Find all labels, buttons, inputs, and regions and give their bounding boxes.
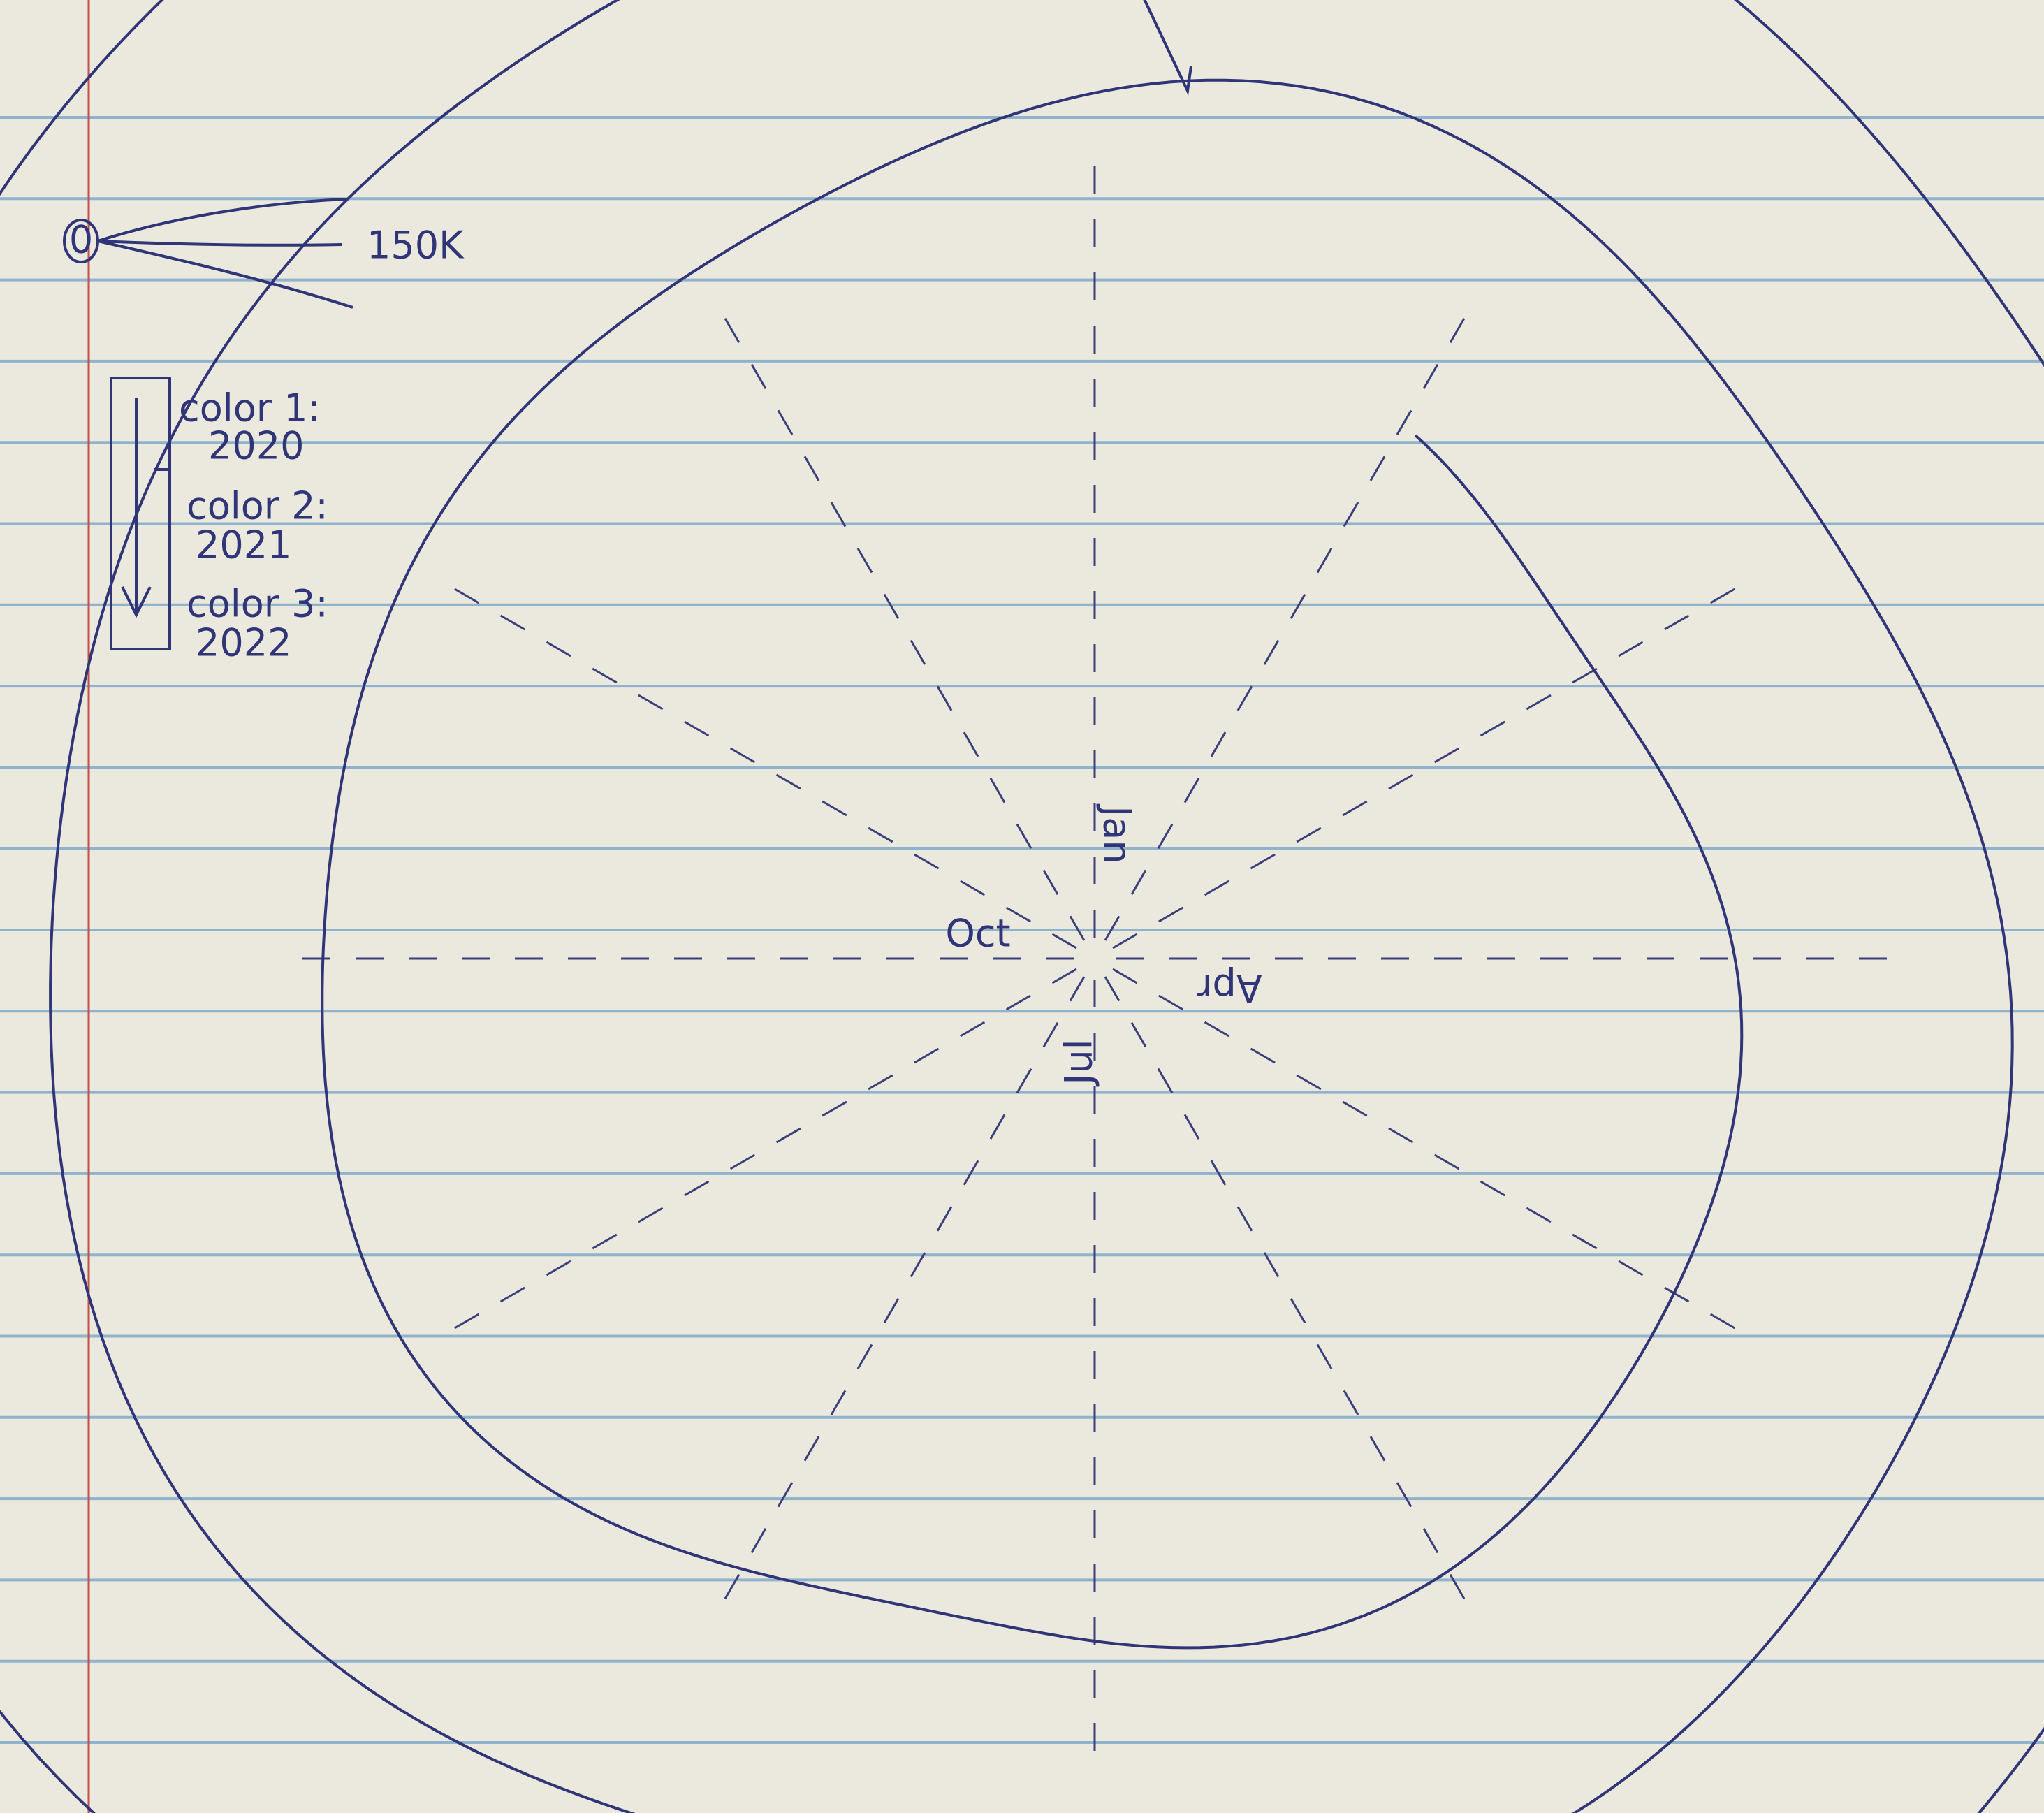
scale-fan [97, 198, 353, 309]
legend-year: 2020 [208, 424, 304, 468]
month-spokes [284, 148, 1905, 1769]
month-label: Apr [1196, 966, 1262, 1010]
legend-box [110, 377, 171, 650]
legend-label: color 3: [187, 582, 328, 626]
legend-year: 2021 [196, 523, 291, 567]
spoke [1112, 580, 1749, 949]
scale-max-label: 150K [367, 224, 465, 268]
legend-label: color 1: [179, 386, 321, 430]
paper-ruling [0, 116, 2044, 1744]
legend-year: 2022 [196, 621, 291, 665]
legend-label: color 2: [187, 484, 328, 528]
spoke [1104, 304, 1473, 941]
spoke [440, 580, 1077, 949]
month-label: Jul [1057, 1039, 1101, 1086]
month-label: Jan [1095, 803, 1139, 864]
scale-min-label: 0 [69, 218, 93, 262]
spoke [1104, 976, 1473, 1613]
month-label: Oct [945, 912, 1010, 956]
spoke [440, 968, 1077, 1337]
spoke [1112, 968, 1749, 1337]
spoke [716, 976, 1086, 1613]
spoke [716, 304, 1086, 941]
